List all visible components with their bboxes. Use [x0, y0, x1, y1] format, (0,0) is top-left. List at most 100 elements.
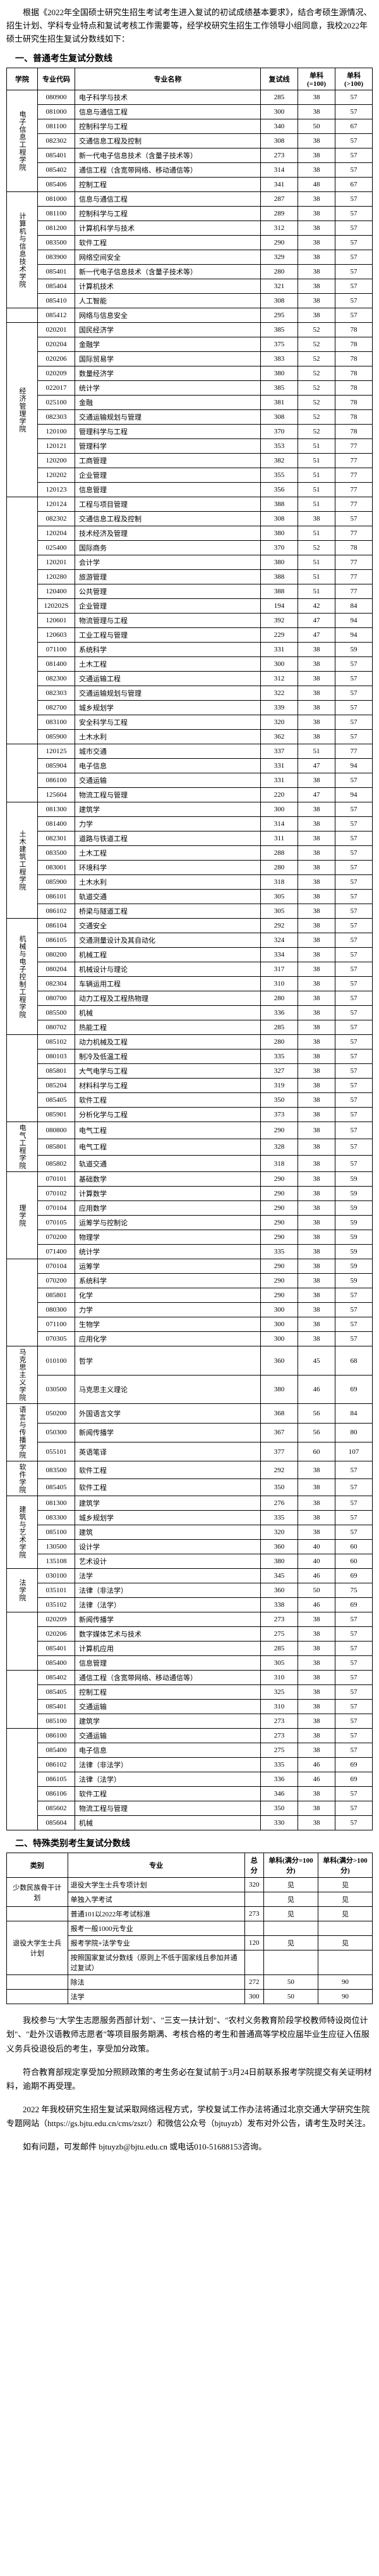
cell: 355 — [261, 468, 298, 483]
cell: 计算机技术 — [75, 279, 261, 294]
cell: 107 — [335, 1442, 373, 1461]
cell: 38 — [298, 1079, 335, 1093]
cell: 025100 — [38, 396, 75, 410]
cell: 135108 — [38, 1554, 75, 1569]
cell: 081300 — [38, 1496, 75, 1511]
section1-title: 一、普通考生复试分数线 — [6, 52, 373, 64]
cell: 普通101以2022年考试标准 — [68, 1907, 244, 1921]
cell: 290 — [261, 1288, 298, 1303]
cell: 电气工程 — [75, 1122, 261, 1139]
cell: 290 — [261, 236, 298, 250]
table-row: 070104应用数学2903859 — [7, 1201, 373, 1216]
cell: 085801 — [38, 1064, 75, 1079]
table-row: 120603工业工程与管理2294794 — [7, 628, 373, 643]
cell: 90 — [318, 1975, 372, 1990]
cell: 69 — [335, 1772, 373, 1787]
cell: 84 — [335, 599, 373, 614]
cell: 350 — [261, 1478, 298, 1496]
cell: 082303 — [38, 410, 75, 425]
cell: 080702 — [38, 1020, 75, 1035]
cell: 57 — [335, 1627, 373, 1642]
cell: 120601 — [38, 614, 75, 628]
cell: 120202 — [38, 468, 75, 483]
table-row: 071100生物学3003857 — [7, 1317, 373, 1332]
cell: 085100 — [38, 1525, 75, 1540]
cell: 金融学 — [75, 337, 261, 352]
cell: 388 — [261, 584, 298, 599]
cell: 030500 — [38, 1375, 75, 1404]
cell: 软件工程 — [75, 1093, 261, 1108]
cell: 57 — [335, 933, 373, 948]
cell: 57 — [335, 163, 373, 178]
cell: 377 — [261, 1442, 298, 1461]
cell: 46 — [298, 1375, 335, 1404]
cell: 085904 — [38, 759, 75, 773]
cell: 哲学 — [75, 1346, 261, 1376]
cell: 38 — [298, 1700, 335, 1714]
cell: 080800 — [38, 1122, 75, 1139]
cell: 交通运输 — [75, 773, 261, 788]
cell: 330 — [261, 1816, 298, 1830]
cell: 335 — [261, 1758, 298, 1772]
cell: 59 — [335, 1259, 373, 1274]
cell: 38 — [298, 962, 335, 977]
cell-school — [7, 1612, 38, 1671]
table-row: 120201会计学3805177 — [7, 555, 373, 570]
cell: 086106 — [38, 1787, 75, 1801]
table-row: 086100交通运输3313857 — [7, 773, 373, 788]
cell: 57 — [335, 1612, 373, 1627]
cell: 通信工程（含宽带网络、移动通信等） — [75, 1671, 261, 1685]
cell: 57 — [335, 919, 373, 933]
cell: 78 — [335, 381, 373, 396]
cell: 38 — [298, 1656, 335, 1671]
table-row: 130500设计学3604060 — [7, 1540, 373, 1554]
cell: 125604 — [38, 788, 75, 802]
cell: 339 — [261, 701, 298, 715]
cell: 38 — [298, 1714, 335, 1729]
table-row: 070305应用化学3003857 — [7, 1332, 373, 1346]
cell: 59 — [335, 1245, 373, 1259]
cell: 52 — [298, 352, 335, 366]
cell: 化学 — [75, 1288, 261, 1303]
cell: 320 — [244, 1878, 263, 1892]
cell: 控制科学与工程 — [75, 119, 261, 134]
cell-school — [7, 497, 38, 744]
cell: 77 — [335, 584, 373, 599]
cell: 新闻传播学 — [75, 1423, 261, 1442]
cell: 331 — [261, 759, 298, 773]
cell: 57 — [335, 991, 373, 1006]
cell: 38 — [298, 105, 335, 119]
cell — [244, 1892, 263, 1907]
cell: 统计学 — [75, 381, 261, 396]
cell: 57 — [335, 672, 373, 686]
table-row: 082303交通运输规划与管理3223857 — [7, 686, 373, 701]
cell: 276 — [261, 1496, 298, 1511]
cell: 020209 — [38, 366, 75, 381]
th2-major: 专业 — [68, 1853, 244, 1878]
cell: 51 — [298, 744, 335, 759]
cell: 国际贸易学 — [75, 352, 261, 366]
cell: 57 — [335, 890, 373, 904]
cell: 机械工程 — [75, 948, 261, 962]
cell: 329 — [261, 250, 298, 265]
table-row: 071100系统科学3313859 — [7, 643, 373, 657]
cell: 59 — [335, 1274, 373, 1288]
cell: 57 — [335, 90, 373, 105]
cell: 见 — [318, 1878, 372, 1892]
table-row: 085410人工智能3083857 — [7, 294, 373, 308]
table-row: 080702热能工程2853857 — [7, 1020, 373, 1035]
cell-school: 电子信息工程学院 — [7, 90, 38, 192]
cell: 78 — [335, 352, 373, 366]
table-row: 085204材料科学与工程3193857 — [7, 1079, 373, 1093]
cell: 网络空间安全 — [75, 250, 261, 265]
cell: 51 — [298, 468, 335, 483]
cell: 38 — [298, 890, 335, 904]
cell: 085402 — [38, 163, 75, 178]
cell: 企业管理 — [75, 599, 261, 614]
cell: 346 — [261, 1787, 298, 1801]
cell: 57 — [335, 715, 373, 730]
cell: 57 — [335, 962, 373, 977]
table-row: 081100控制科学与工程2893857 — [7, 207, 373, 221]
table-row: 085405软件工程3503857 — [7, 1478, 373, 1496]
cell: 370 — [261, 541, 298, 555]
